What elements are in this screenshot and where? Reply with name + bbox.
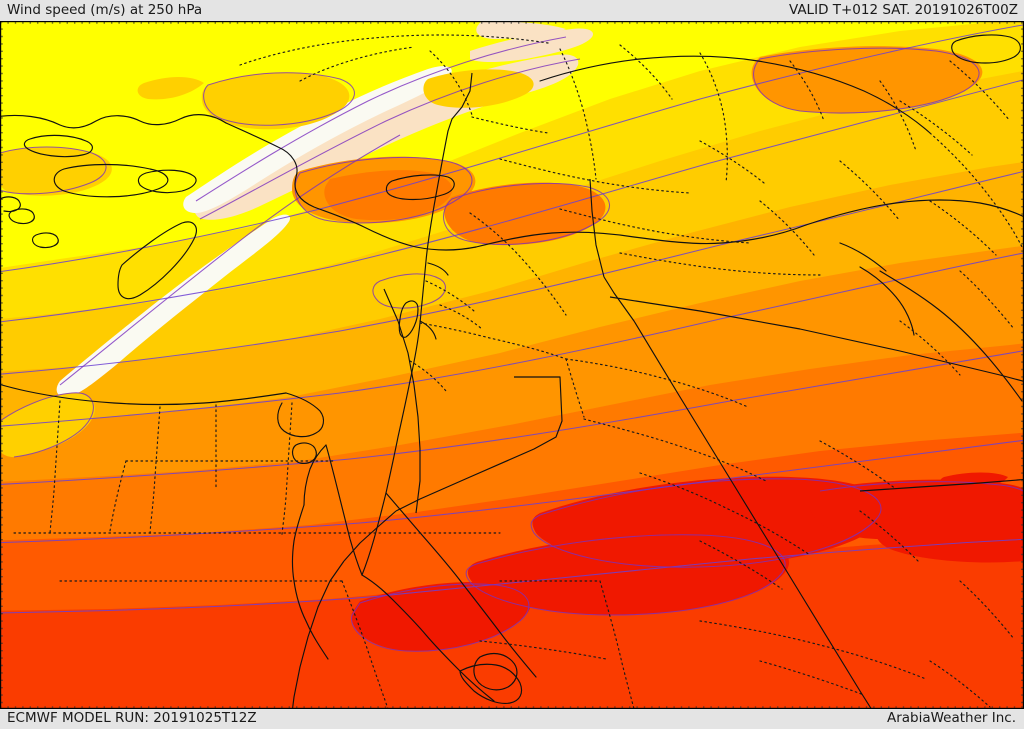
cell-red-core-5	[875, 513, 1024, 563]
attribution-label: ArabiaWeather Inc.	[886, 710, 1016, 727]
coastlines	[0, 34, 1024, 704]
header-bar: Wind speed (m/s) at 250 hPa VALID T+012 …	[0, 0, 1024, 21]
cell-gold-nw2	[137, 77, 204, 100]
core-white-2	[56, 214, 291, 397]
cell-deep-orange-levant	[324, 170, 453, 221]
weather-map-canvas	[0, 21, 1024, 709]
cell-gold-nw3	[0, 147, 112, 196]
political-borders	[13, 34, 1023, 709]
core-cream-2	[470, 28, 594, 62]
cell-gold-nw5	[423, 69, 534, 108]
wind-speed-contour-plot	[0, 21, 1024, 709]
cell-gold-nw	[201, 72, 350, 130]
cell-orange-turkey-e	[751, 46, 983, 113]
footer-bar: ECMWF MODEL RUN: 20191025T12Z ArabiaWeat…	[0, 709, 1024, 729]
cell-red-small-1	[939, 472, 1008, 492]
cell-red-core-3	[351, 581, 531, 652]
cell-red-core-2	[467, 532, 790, 615]
page-title: Wind speed (m/s) at 250 hPa	[7, 1, 203, 18]
straight-borders	[291, 72, 1024, 709]
cell-orange-syria	[444, 182, 606, 245]
valid-time-label: VALID T+012 SAT. 20191026T00Z	[788, 1, 1018, 18]
cell-gold-nw4	[0, 392, 96, 458]
core-white	[183, 66, 452, 213]
core-cream-3	[476, 21, 566, 39]
model-run-label: ECMWF MODEL RUN: 20191025T12Z	[7, 710, 257, 727]
